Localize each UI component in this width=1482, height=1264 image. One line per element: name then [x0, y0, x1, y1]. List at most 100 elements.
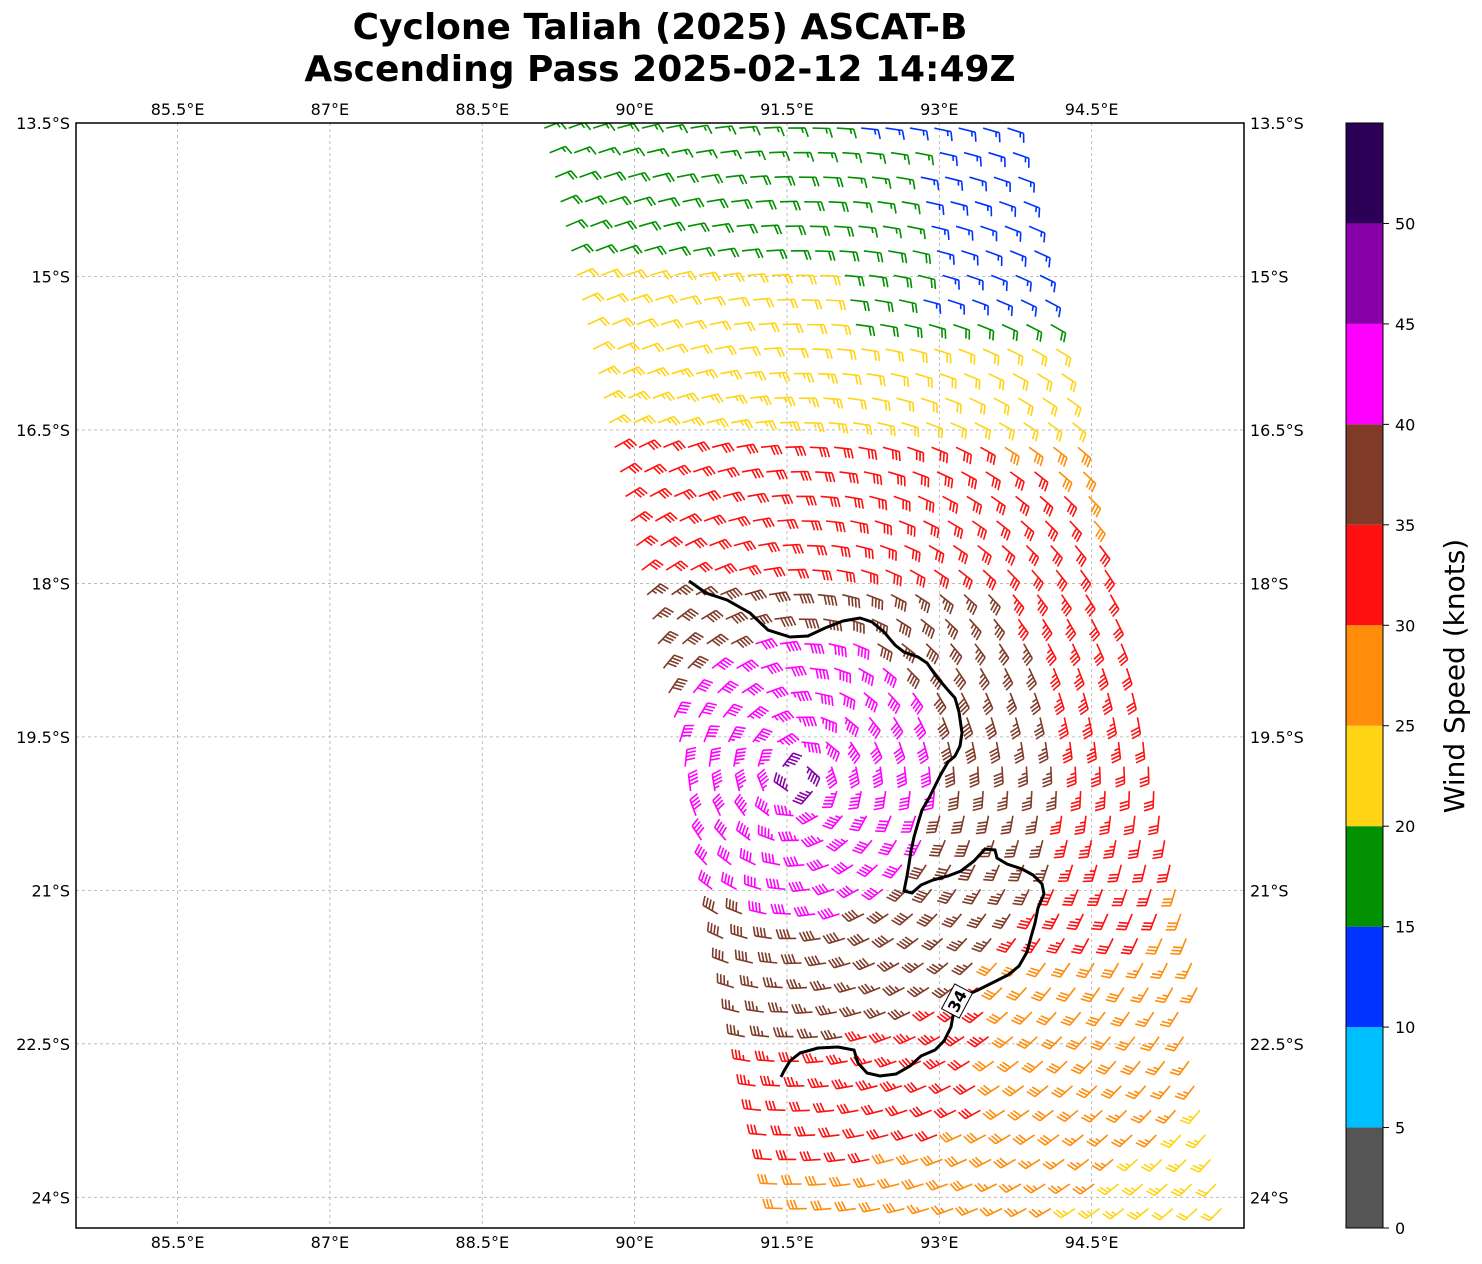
wind-barb [752, 728, 773, 743]
wind-barb [938, 1131, 962, 1143]
wind-barb [1025, 545, 1040, 567]
wind-barb [792, 790, 814, 805]
wind-barb [1029, 840, 1044, 859]
wind-barb [1055, 987, 1076, 1002]
wind-barb [714, 563, 738, 575]
wind-barb [646, 583, 669, 596]
wind-barb [725, 611, 749, 625]
wind-barb [1072, 1183, 1095, 1195]
wind-barb [877, 643, 893, 662]
wind-barb [809, 446, 831, 458]
wind-barb [717, 247, 740, 258]
wind-barb [1159, 1011, 1179, 1028]
wind-barb [770, 903, 791, 915]
wind-barb [944, 1156, 968, 1168]
wind-barb [855, 1079, 878, 1091]
wind-barb [780, 1174, 802, 1185]
wind-barb [1086, 1134, 1109, 1147]
wind-barb [1115, 1036, 1136, 1051]
wind-barb [584, 195, 608, 206]
colorbar-tick-0: 0 [1395, 1219, 1405, 1238]
wind-barb [823, 397, 844, 409]
wind-barb [592, 341, 616, 351]
wind-barb [998, 1183, 1022, 1193]
wind-barb [796, 274, 817, 285]
wind-barb [963, 594, 978, 616]
wind-barb [771, 494, 794, 505]
wind-barb [977, 323, 995, 341]
wind-barb [1152, 840, 1166, 860]
wind-barb [856, 863, 879, 878]
title-line-2: Ascending Pass 2025-02-12 14:49Z [304, 49, 1016, 90]
wind-barb [720, 871, 737, 891]
wind-barb [606, 292, 630, 303]
wind-barb [1134, 741, 1146, 764]
wind-barb [776, 733, 800, 746]
wind-barb [1037, 888, 1055, 906]
wind-barb [777, 518, 799, 530]
wind-barb [763, 126, 785, 137]
wind-barb [909, 127, 929, 141]
wind-barb [1017, 1158, 1041, 1170]
wind-barb [711, 769, 723, 792]
wind-barb [725, 394, 748, 405]
wind-barb [825, 766, 838, 790]
wind-barb [1174, 1085, 1195, 1101]
wind-barb [857, 983, 881, 995]
wind-barb [936, 250, 955, 265]
wind-barb [711, 947, 729, 964]
wind-barb [898, 520, 916, 537]
wind-barb [982, 569, 997, 591]
wind-barb [836, 1103, 859, 1115]
wind-barb [1130, 987, 1149, 1003]
wind-barb [772, 1027, 794, 1038]
wind-barb [741, 1099, 762, 1112]
lon-tick-top-3: 90°E [615, 100, 653, 119]
wind-barb [1112, 618, 1125, 642]
wind-barb [1006, 692, 1018, 716]
wind-barb [1026, 323, 1043, 342]
wind-barb [806, 766, 821, 787]
wind-34kt-contour: 34 [688, 579, 1046, 1078]
wind-barb [1037, 1134, 1060, 1146]
wind-barb [980, 446, 996, 466]
lon-tick-top-5: 93°E [920, 100, 958, 119]
wind-barb [1098, 815, 1112, 836]
wind-barb [701, 173, 724, 184]
wind-barb [896, 397, 915, 413]
wind-barb [861, 127, 881, 140]
lon-tick-top-1: 87°E [311, 100, 349, 119]
wind-barb [916, 913, 938, 927]
wind-barb [1098, 545, 1111, 568]
wind-barb [963, 1132, 987, 1144]
wind-barb [783, 1076, 805, 1087]
wind-barb [600, 268, 624, 279]
wind-barb [996, 520, 1011, 541]
wind-barb [1023, 1183, 1046, 1194]
wind-barb [820, 274, 841, 286]
wind-barb [714, 125, 737, 135]
wind-barb [879, 544, 897, 561]
wind-barb [1023, 422, 1039, 442]
wind-barb [954, 839, 971, 857]
wind-barb [833, 981, 857, 993]
wind-barb [957, 864, 976, 881]
wind-barb [1050, 962, 1071, 978]
wind-barb [1160, 1134, 1182, 1149]
wind-barb [712, 442, 735, 454]
wind-barb [668, 464, 692, 476]
wind-barb [757, 749, 773, 767]
wind-barb [866, 593, 884, 611]
wind-barb [882, 1202, 905, 1214]
wind-barb [1084, 594, 1096, 617]
wind-barb [879, 1081, 903, 1093]
wind-barb [749, 613, 773, 626]
wind-barb [1028, 446, 1044, 467]
wind-barb [1053, 446, 1068, 467]
wind-barb [1097, 668, 1109, 691]
wind-barb [1063, 495, 1078, 518]
wind-barb [1036, 594, 1049, 617]
wind-barb [1037, 741, 1049, 764]
wind-barb [657, 630, 679, 645]
wind-barb [1031, 1109, 1054, 1122]
